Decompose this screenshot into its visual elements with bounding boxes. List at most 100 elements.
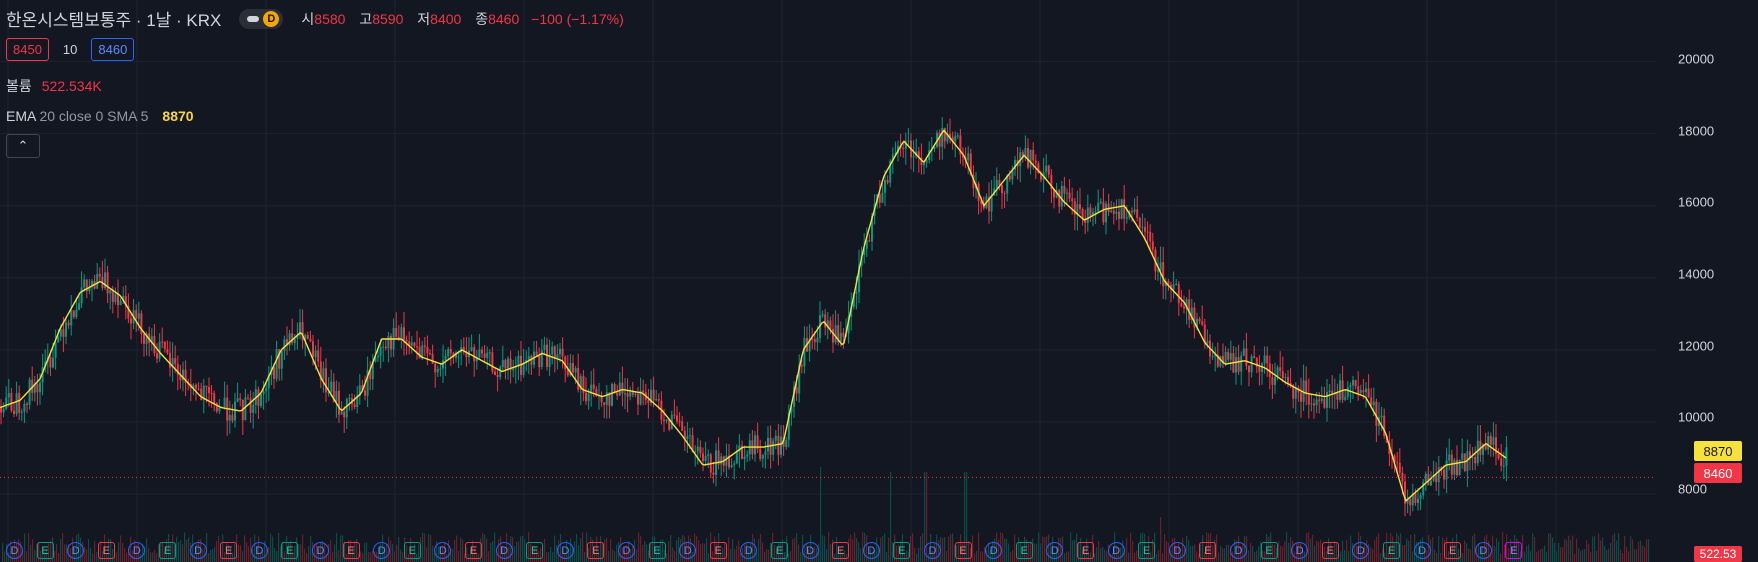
candle-body — [668, 419, 671, 430]
earnings-marker[interactable]: E — [771, 542, 788, 559]
candle-body — [1066, 192, 1068, 194]
dividend-marker[interactable]: D — [740, 542, 758, 559]
dividend-marker[interactable]: D — [1413, 542, 1431, 559]
volume-bar — [882, 536, 884, 562]
market-status-toggle[interactable]: D — [239, 8, 284, 29]
earnings-marker[interactable]: E — [832, 542, 850, 559]
dividend-marker[interactable]: D — [495, 542, 513, 559]
collapse-legend-button[interactable]: ⌃ — [6, 134, 40, 158]
symbol-title[interactable]: 한온시스템보통주 · 1날 · KRX — [6, 11, 222, 30]
dividend-marker[interactable]: D — [1352, 542, 1370, 559]
earnings-marker[interactable]: E — [342, 542, 360, 559]
earnings-marker[interactable]: E — [1015, 542, 1033, 559]
candle-body — [1432, 474, 1435, 481]
volume-bar — [1030, 541, 1032, 562]
earnings-marker[interactable]: E — [1138, 542, 1156, 559]
earnings-marker[interactable]: E — [1383, 542, 1400, 559]
earnings-marker[interactable]: E — [526, 542, 544, 559]
candle-body — [210, 392, 213, 394]
candle-body — [527, 355, 530, 361]
volume-bar — [764, 551, 766, 562]
earnings-marker[interactable]: E — [403, 542, 421, 559]
ema-legend[interactable]: EMA 20 close 0 SMA 5 8870 — [6, 108, 194, 124]
candle-body — [920, 157, 923, 166]
volume-legend[interactable]: 볼륨 522.534K — [6, 76, 102, 96]
volume-bar — [1592, 536, 1594, 562]
dividend-marker[interactable]: D — [434, 542, 452, 559]
quantity-value[interactable]: 10 — [62, 42, 78, 57]
earnings-marker[interactable]: E — [587, 542, 605, 559]
dividend-marker[interactable]: D — [250, 542, 268, 559]
volume-bar — [774, 544, 776, 562]
earnings-marker[interactable]: E — [1077, 542, 1094, 559]
earnings-marker[interactable]: E — [97, 542, 115, 559]
dividend-marker[interactable]: D — [128, 542, 146, 559]
price-axis[interactable]: 20000 18000 16000 14000 12000 10000 8000 — [1656, 0, 1758, 562]
candle-body — [33, 383, 36, 393]
dividend-marker[interactable]: D — [1168, 542, 1186, 559]
volume-bar — [148, 548, 150, 562]
dividend-marker[interactable]: D — [801, 542, 819, 559]
dividend-marker[interactable]: D — [6, 542, 23, 559]
earnings-marker[interactable]: E — [893, 542, 911, 559]
close-value: 8460 — [488, 10, 520, 27]
dividend-marker[interactable]: D — [1291, 542, 1309, 559]
candle-body — [439, 368, 442, 370]
candle-body — [881, 192, 884, 203]
dividend-marker[interactable]: D — [312, 542, 329, 559]
candle-body — [1417, 498, 1419, 503]
dividend-marker[interactable]: D — [1230, 542, 1247, 559]
dividend-marker[interactable]: D — [1474, 542, 1492, 559]
candle-body — [538, 355, 541, 368]
earnings-marker[interactable]: E — [1321, 542, 1339, 559]
candle-body — [1266, 355, 1269, 364]
earnings-marker[interactable]: E — [159, 542, 176, 559]
dividend-marker[interactable]: D — [985, 542, 1003, 559]
volume-bar — [416, 553, 418, 562]
volume-bar — [964, 472, 966, 562]
volume-bar — [720, 551, 722, 562]
dividend-marker[interactable]: D — [189, 542, 207, 559]
dividend-marker[interactable]: D — [924, 542, 941, 559]
dividend-marker[interactable]: D — [556, 542, 574, 559]
dividend-marker[interactable]: D — [1107, 542, 1125, 559]
earnings-marker[interactable]: E — [648, 542, 666, 559]
earnings-marker[interactable]: E — [1505, 542, 1523, 559]
volume-bar — [4, 551, 6, 562]
volume-bar — [1452, 537, 1454, 562]
candle-body — [156, 353, 158, 359]
earnings-marker[interactable]: E — [954, 542, 972, 559]
dividend-marker[interactable]: D — [679, 542, 697, 559]
candle-body — [1393, 455, 1396, 462]
volume-bar — [1166, 541, 1168, 562]
candle-body — [364, 390, 366, 396]
candle-body — [504, 360, 507, 369]
candle-body — [377, 355, 379, 358]
volume-bar — [1026, 539, 1028, 562]
dividend-marker[interactable]: D — [1046, 542, 1064, 559]
earnings-marker[interactable]: E — [281, 542, 299, 559]
candle-body — [652, 389, 655, 401]
volume-bar — [1316, 540, 1318, 562]
volume-bar — [1132, 541, 1134, 562]
earnings-marker[interactable]: E — [1444, 542, 1462, 559]
candle-body — [1006, 175, 1009, 194]
sell-price-button[interactable]: 8450 — [6, 38, 49, 61]
candle-body — [1206, 340, 1209, 344]
earnings-marker[interactable]: E — [220, 542, 238, 559]
buy-price-button[interactable]: 8460 — [91, 38, 135, 61]
earnings-marker[interactable]: E — [1199, 542, 1217, 559]
dividend-marker[interactable]: D — [373, 542, 391, 559]
earnings-marker[interactable]: E — [36, 542, 54, 559]
earnings-marker[interactable]: E — [465, 542, 482, 559]
earnings-marker[interactable]: E — [1260, 542, 1278, 559]
dividend-marker[interactable]: D — [862, 542, 880, 559]
volume-bar — [430, 534, 432, 562]
volume-bar — [122, 543, 124, 562]
dividend-marker[interactable]: D — [618, 542, 635, 559]
dividend-marker[interactable]: D — [67, 542, 85, 559]
volume-bar — [518, 541, 520, 562]
earnings-marker[interactable]: E — [709, 542, 727, 559]
price-chart[interactable] — [0, 0, 1656, 562]
candle-body — [543, 344, 546, 350]
